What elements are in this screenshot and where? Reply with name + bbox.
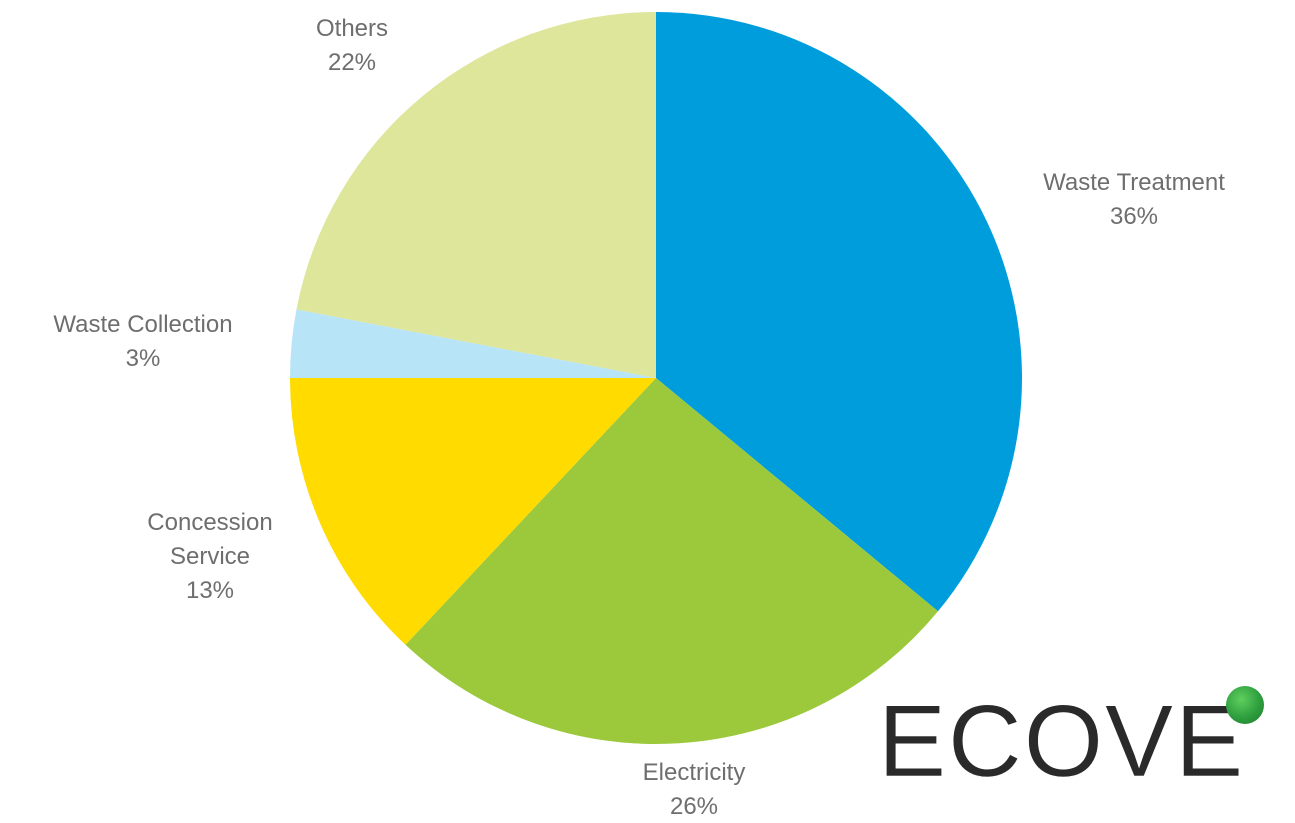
slice-label-line: Waste Collection — [53, 311, 232, 338]
slice-label-waste-treatment: Waste Treatment 36% — [1043, 169, 1225, 230]
pie-slice-waste-treatment — [656, 12, 1022, 612]
slice-label-line: 22% — [328, 49, 376, 76]
pie-slices — [290, 12, 1022, 745]
slice-label-line: Others — [316, 15, 388, 42]
slice-label-line: 13% — [186, 577, 234, 604]
slice-label-electricity: Electricity 26% — [643, 759, 746, 820]
pie-slice-others — [296, 12, 656, 378]
slice-label-line: 36% — [1110, 203, 1158, 230]
ecove-logo: ECOVE — [878, 686, 1288, 796]
slice-label-others: Others 22% — [316, 15, 388, 76]
slice-label-line: Waste Treatment — [1043, 169, 1225, 196]
slice-label-line: Electricity — [643, 759, 746, 786]
slice-label-concession: Concession Service 13% — [147, 509, 272, 604]
slice-label-waste-collection: Waste Collection 3% — [53, 311, 232, 372]
pie-slice-concession — [290, 378, 656, 645]
slice-label-line: 26% — [670, 793, 718, 820]
slice-label-line: 3% — [126, 345, 161, 372]
logo-text: ECOVE — [878, 684, 1246, 798]
logo-dot-icon — [1226, 686, 1264, 724]
slice-label-line: Service — [170, 543, 250, 570]
pie-labels: Waste Treatment 36% Electricity 26% Concessi… — [53, 15, 1225, 820]
pie-slice-electricity — [405, 378, 939, 745]
slice-label-line: Concession — [147, 509, 272, 536]
pie-slice-waste-collection — [290, 309, 656, 378]
